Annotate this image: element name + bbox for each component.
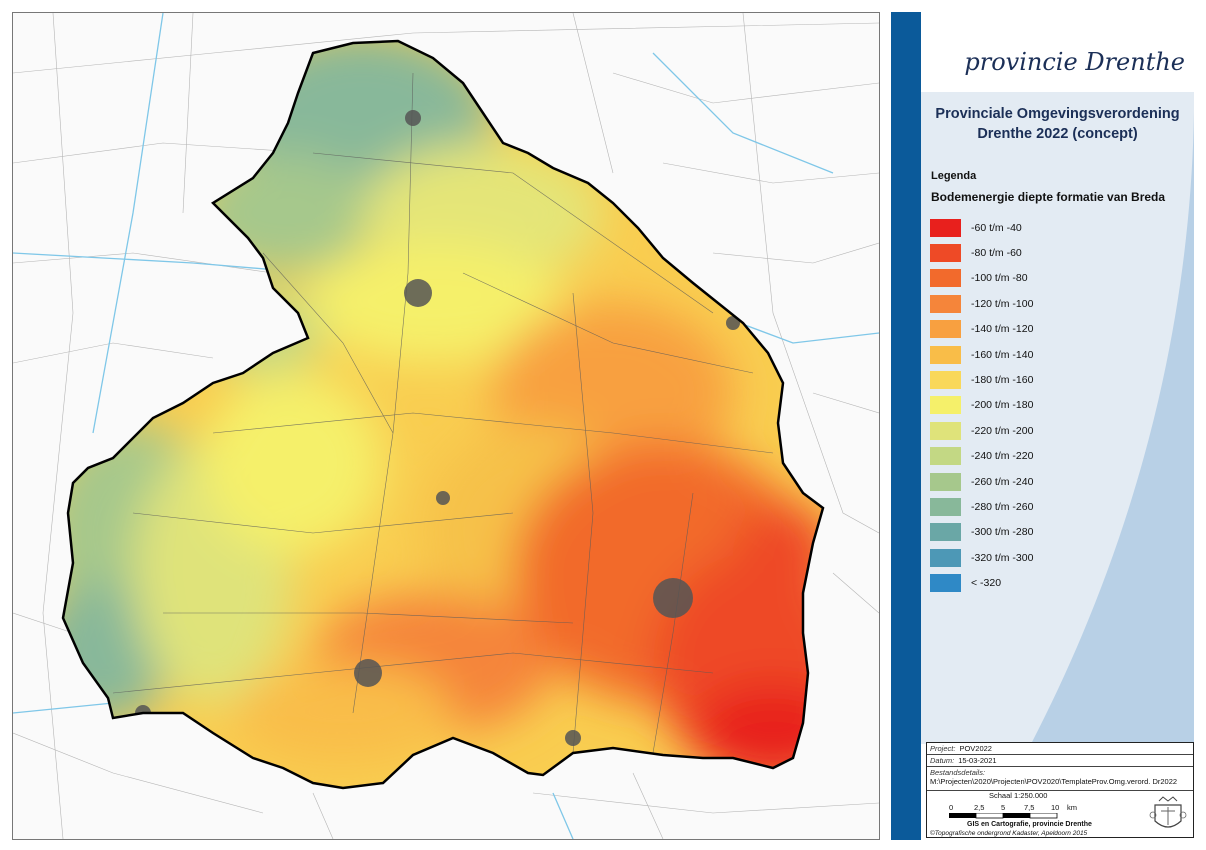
legend-label: -60 t/m -40 [971,221,1022,234]
legend-item: -140 t/m -120 [930,317,1033,342]
legend-panel: provincie Drenthe Provinciale Omgevingsv… [921,12,1197,840]
map-title-line1: Provinciale Omgevingsverordening [935,106,1180,122]
metadata-box: Project: POV2022 Datum: 15-03-2021 Bestand… [926,742,1194,838]
legend-swatch [930,320,961,339]
title-card [921,92,1194,744]
scale-tick: 10 [1051,803,1060,812]
copyright: ©Topografische ondergrond Kadaster, Apel… [930,830,1088,837]
legend-swatch [930,244,961,263]
scale-text: Schaal 1:250.000 [989,791,1048,800]
legend-item: -260 t/m -240 [930,469,1033,494]
scale-tick: 2,5 [974,803,985,812]
legend-swatch [930,345,961,364]
scale-block: Schaal 1:250.000 0 2,5 5 7,5 10 km GIS e… [927,791,1107,837]
file-value: M:\Projecten\2020\Projecten\POV2020\Temp… [930,777,1178,786]
legend-label: -280 t/m -260 [971,500,1034,513]
legend-label: -160 t/m -140 [971,348,1034,361]
legend-swatch [930,447,961,466]
legend-title: Legenda [931,170,977,182]
credit: GIS en Cartografie, provincie Drenthe [967,821,1092,828]
legend-swatch [930,269,961,288]
legend-label: -100 t/m -80 [971,272,1028,285]
scale-ticks: 0 2,5 5 7,5 10 km [949,803,1077,813]
legend-item: < -320 [930,570,1033,595]
legend-item: -240 t/m -220 [930,444,1033,469]
date-label: Datum: [930,756,955,765]
legend-label: -320 t/m -300 [971,551,1034,564]
legend-label: -300 t/m -280 [971,526,1034,539]
legend-swatch [930,396,961,415]
legend-subtitle: Bodemenergie diepte formatie van Breda [931,190,1166,204]
legend-item: -160 t/m -140 [930,342,1033,367]
legend-swatch [930,218,961,237]
legend-label: -240 t/m -220 [971,450,1034,463]
legend-item: -220 t/m -200 [930,418,1033,443]
scale-tick: 0 [949,803,954,812]
map-canvas[interactable] [12,12,880,840]
legend-item: -80 t/m -60 [930,240,1033,265]
map-title: Provinciale Omgevingsverordening Drenthe… [921,104,1194,144]
legend-item: -120 t/m -100 [930,291,1033,316]
legend-swatch [930,548,961,567]
legend-item: -200 t/m -180 [930,393,1033,418]
decorative-wave [1031,112,1194,744]
legend-label: -80 t/m -60 [971,247,1022,260]
legend-item: -60 t/m -40 [930,215,1033,240]
date-value: 15-03-2021 [958,756,997,765]
legend-item: -180 t/m -160 [930,367,1033,392]
scale-bar [949,813,1058,819]
legend-label: -180 t/m -160 [971,374,1034,387]
date-row: Datum: 15-03-2021 [927,755,1193,767]
legend-label: -260 t/m -240 [971,475,1034,488]
scale-tick: 7,5 [1024,803,1035,812]
file-label: Bestandsdetails: [930,768,986,777]
legend-swatch [930,523,961,542]
legend-label: < -320 [971,577,1002,590]
legend-swatch [930,371,961,390]
province-crest-icon [1149,796,1187,828]
legend-item: -100 t/m -80 [930,266,1033,291]
side-stripe [891,12,921,840]
legend-item: -280 t/m -260 [930,494,1033,519]
legend-list: -60 t/m -40 -80 t/m -60 -100 t/m -80 -120 t… [930,215,1033,596]
scale-unit: km [1067,803,1077,812]
topo-lines [13,13,879,839]
legend-swatch [930,574,961,593]
file-row: Bestandsdetails: M:\Projecten\2020\Proje… [927,767,1193,791]
heatmap [63,41,823,788]
legend-label: -220 t/m -200 [971,424,1034,437]
legend-label: -120 t/m -100 [971,297,1034,310]
project-label: Project: [930,744,956,753]
legend-label: -200 t/m -180 [971,399,1034,412]
province-logo: provincie Drenthe [964,48,1185,76]
legend-swatch [930,294,961,313]
legend-swatch [930,472,961,491]
map-title-line2: Drenthe 2022 (concept) [977,126,1138,142]
legend-swatch [930,421,961,440]
legend-item: -320 t/m -300 [930,545,1033,570]
project-row: Project: POV2022 [927,743,1193,755]
map-svg [13,13,879,839]
legend-label: -140 t/m -120 [971,323,1034,336]
province-border [61,39,825,790]
legend-item: -300 t/m -280 [930,520,1033,545]
project-value: POV2022 [959,744,992,753]
legend-swatch [930,497,961,516]
scale-tick: 5 [1001,803,1006,812]
